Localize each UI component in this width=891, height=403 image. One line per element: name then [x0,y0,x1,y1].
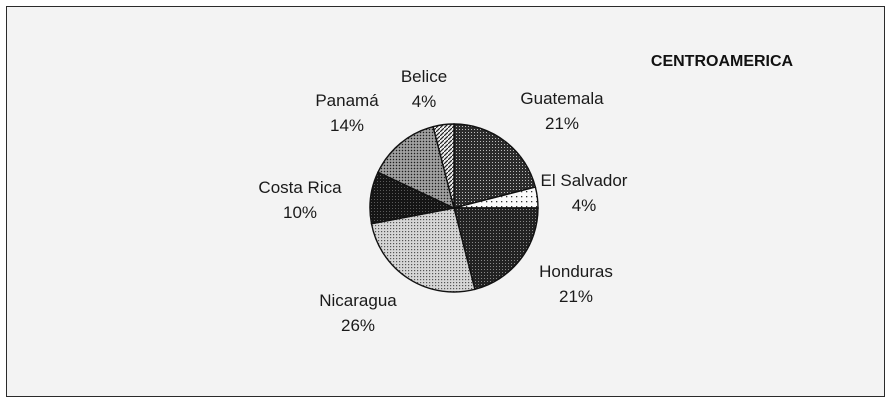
slice-percent-label: 14% [330,116,364,135]
pie-slice-guatemala [453,123,537,209]
pie-slice-honduras [453,207,539,291]
slice-label: El Salvador [541,171,628,190]
pie-slices [369,123,539,293]
slice-label: Nicaragua [319,291,397,310]
pie-slice-belice [432,123,455,209]
slice-percent-label: 4% [572,196,597,215]
slice-label: Panamá [315,91,379,110]
pie-labels: Guatemala 21% El Salvador 4% Honduras 21% Nica… [258,67,627,335]
pie-slice-panam- [377,125,456,210]
slice-label: Guatemala [520,89,604,108]
slice-percent-label: 26% [341,316,375,335]
slice-percent-label: 21% [545,114,579,133]
slice-label: Costa Rica [258,178,342,197]
slice-label: Belice [401,67,447,86]
chart-title: CENTROAMERICA [651,53,794,70]
slice-percent-label: 21% [559,287,593,306]
slice-percent-label: 10% [283,203,317,222]
slice-percent-label: 4% [412,92,437,111]
pie-slice-nicaragua [370,207,476,293]
slice-label: Honduras [539,262,613,281]
